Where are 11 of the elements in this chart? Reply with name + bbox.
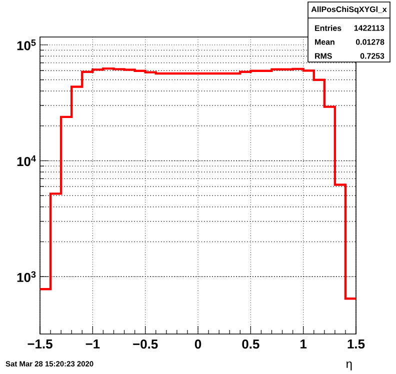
- y-tick-label: 10$^{3}$: [17, 271, 36, 282]
- x-tick-label: 0.5: [242, 340, 260, 349]
- x-axis-title: η: [346, 362, 352, 371]
- x-tick-label: −1.5: [28, 340, 52, 349]
- x-tick-label: 0: [194, 340, 202, 349]
- x-tick-label: −1: [86, 340, 100, 349]
- y-tick-label: 10$^{4}$: [17, 156, 36, 166]
- x-tick-label: 1.5: [348, 340, 365, 349]
- y-tick-label: 10$^{5}$: [17, 40, 36, 50]
- x-tick-label: 1: [300, 340, 307, 349]
- x-tick-label: −0.5: [133, 340, 158, 349]
